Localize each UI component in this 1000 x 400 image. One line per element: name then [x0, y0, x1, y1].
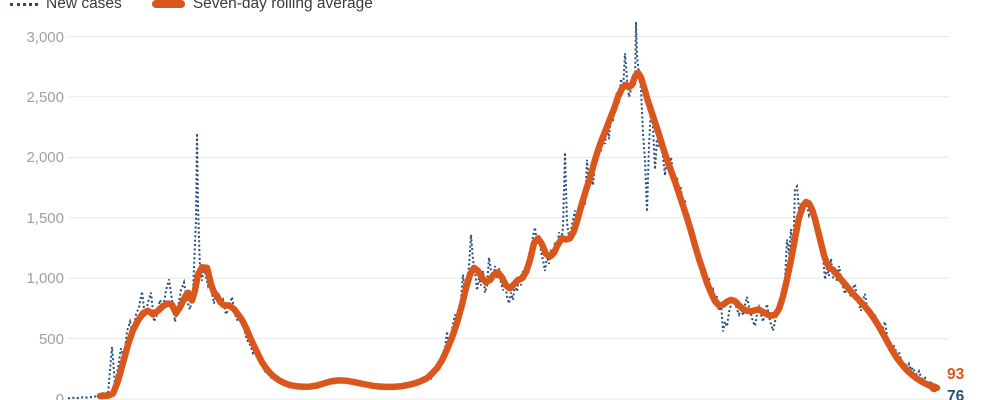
- rolling-average-line: [96, 69, 941, 400]
- y-tick-label: 1,000: [26, 270, 64, 288]
- y-tick-label: 2,500: [26, 88, 64, 106]
- legend-item-rolling-average: Seven-day rolling average: [151, 0, 373, 13]
- legend: New cases Seven-day rolling average: [10, 0, 373, 13]
- y-tick-label: 3,000: [26, 28, 64, 46]
- gridlines: [68, 36, 949, 400]
- y-tick-label: 2,000: [26, 149, 64, 167]
- rolling-average-legend-label: Seven-day rolling average: [192, 0, 373, 12]
- rolling-average-line-icon: [151, 0, 185, 8]
- y-tick-label: 1,500: [26, 209, 64, 227]
- legend-item-new-cases: New cases: [10, 0, 122, 13]
- new-cases-end-value: 76: [947, 388, 965, 400]
- new-cases-legend-label: New cases: [46, 0, 122, 12]
- new-cases-dotted-line-icon: [10, 2, 38, 6]
- rolling-average-end-value: 93: [947, 366, 965, 383]
- rolling-average-endpoint-dot: [929, 383, 939, 393]
- y-tick-label: 500: [38, 330, 64, 348]
- new-cases-line: [67, 21, 940, 400]
- y-tick-label: 0: [55, 391, 64, 400]
